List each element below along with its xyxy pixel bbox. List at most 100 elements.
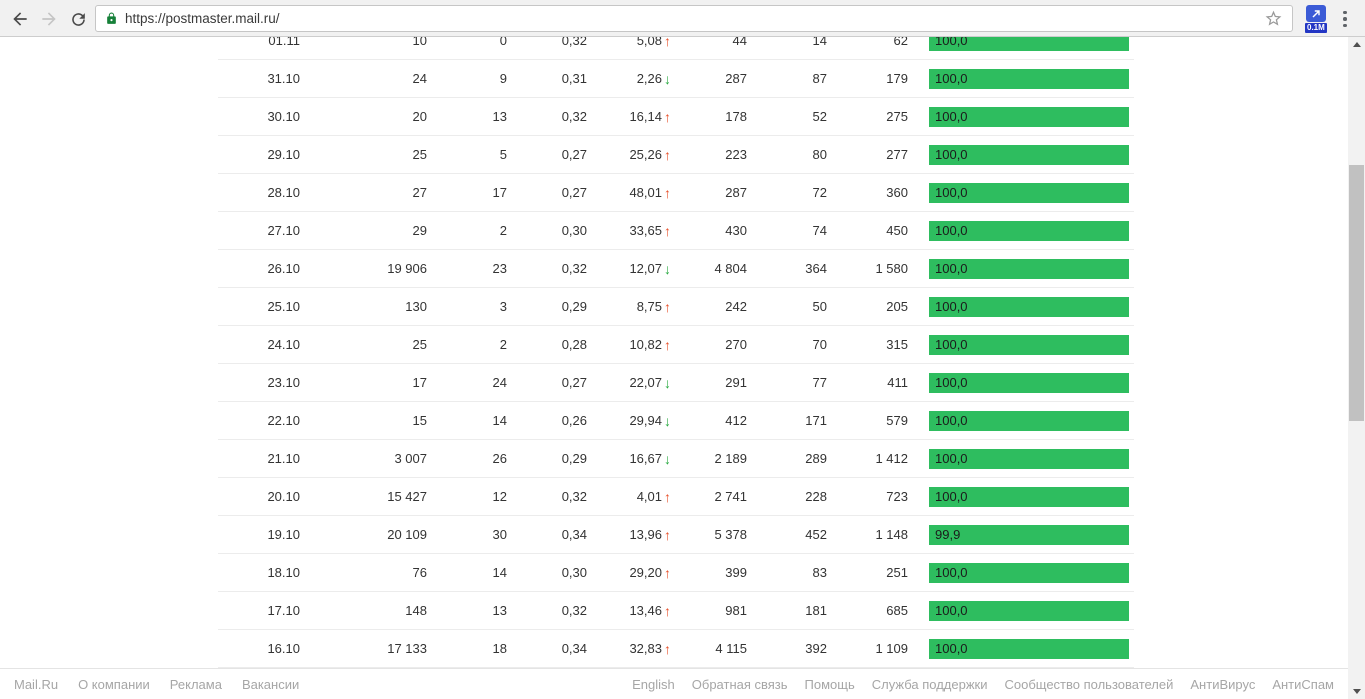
cell-value-7: 360 xyxy=(886,185,908,200)
browser-menu-icon[interactable] xyxy=(1335,8,1355,30)
footer-link[interactable]: О компании xyxy=(78,676,150,692)
footer-link[interactable]: Помощь xyxy=(804,676,855,692)
cell-value-7: 1 148 xyxy=(875,527,908,542)
cell-value-2: 2 xyxy=(499,223,507,238)
cell-value-7: 205 xyxy=(886,299,908,314)
footer: Mail.Ru О компании Реклама Вакансии English… xyxy=(0,668,1348,699)
progress-bar: 100,0 xyxy=(929,144,1129,165)
cell-percent: 29,20 xyxy=(629,565,662,580)
footer-link[interactable]: English xyxy=(632,676,675,692)
cell-percent: 48,01 xyxy=(629,185,662,200)
progress-bar: 100,0 xyxy=(929,638,1129,659)
progress-bar: 100,0 xyxy=(929,220,1129,241)
extension-badge: 0.1M xyxy=(1305,23,1327,33)
trend-arrow-icon: ↓ xyxy=(664,260,671,277)
cell-value-6: 52 xyxy=(812,109,827,124)
bookmark-star-icon[interactable] xyxy=(1264,9,1283,28)
progress-bar-fill: 100,0 xyxy=(929,182,1129,203)
cell-value-7: 1 109 xyxy=(875,641,908,656)
cell-value-3: 0,32 xyxy=(561,109,587,124)
trend-arrow-icon: ↑ xyxy=(664,526,671,543)
progress-bar: 99,9 xyxy=(929,524,1129,545)
forward-button[interactable] xyxy=(38,8,60,30)
cell-date: 26.10 xyxy=(267,261,300,276)
cell-value-5: 178 xyxy=(725,109,747,124)
cell-value-1: 76 xyxy=(412,565,427,580)
extension-button[interactable]: 0.1M xyxy=(1305,5,1327,33)
cell-value-3: 0,30 xyxy=(561,223,587,238)
cell-percent: 16,14 xyxy=(629,109,662,124)
cell-date: 16.10 xyxy=(267,641,300,656)
url-text[interactable]: https://postmaster.mail.ru/ xyxy=(125,11,280,26)
cell-value-6: 452 xyxy=(805,527,827,542)
cell-value-1: 27 xyxy=(412,185,427,200)
trend-arrow-icon: ↑ xyxy=(664,108,671,125)
table-row: 26.10 19 906 23 0,32 12,07 ↓ 4 804 364 1… xyxy=(218,250,1134,288)
table-row: 01.11 10 0 0,32 5,08 ↑ 44 14 62 100,0 xyxy=(218,37,1134,60)
progress-bar-fill: 100,0 xyxy=(929,486,1129,507)
footer-link[interactable]: Служба поддержки xyxy=(871,676,988,692)
cell-date: 29.10 xyxy=(267,147,300,162)
page-content: 01.11 10 0 0,32 5,08 ↑ 44 14 62 100,0 31… xyxy=(0,37,1348,668)
cell-percent: 2,26 xyxy=(636,71,662,86)
scroll-down-arrow-icon[interactable] xyxy=(1348,684,1365,699)
cell-percent: 5,08 xyxy=(636,37,662,48)
cell-value-6: 289 xyxy=(805,451,827,466)
cell-value-2: 14 xyxy=(492,413,507,428)
address-bar[interactable]: https://postmaster.mail.ru/ xyxy=(95,5,1293,32)
cell-value-1: 15 427 xyxy=(387,489,427,504)
trend-arrow-icon: ↑ xyxy=(664,640,671,657)
cell-value-2: 0 xyxy=(499,37,507,48)
scrollbar-thumb[interactable] xyxy=(1349,165,1364,421)
cell-value-1: 24 xyxy=(412,71,427,86)
cell-value-1: 25 xyxy=(412,337,427,352)
cell-value-6: 171 xyxy=(805,413,827,428)
cell-date: 28.10 xyxy=(267,185,300,200)
progress-bar-fill: 100,0 xyxy=(929,334,1129,355)
footer-link[interactable]: Реклама xyxy=(169,676,222,692)
back-button[interactable] xyxy=(9,8,31,30)
cell-value-1: 15 xyxy=(412,413,427,428)
trend-arrow-icon: ↑ xyxy=(664,146,671,163)
cell-value-5: 4 115 xyxy=(715,641,747,656)
footer-link[interactable]: АнтиВирус xyxy=(1190,676,1256,692)
cell-value-7: 685 xyxy=(886,603,908,618)
reload-button[interactable] xyxy=(67,8,89,30)
progress-bar-fill: 100,0 xyxy=(929,220,1129,241)
footer-link[interactable]: Mail.Ru xyxy=(14,676,59,692)
cell-percent: 4,01 xyxy=(636,489,662,504)
cell-date: 17.10 xyxy=(267,603,300,618)
footer-link[interactable]: Обратная связь xyxy=(691,676,788,692)
cell-date: 31.10 xyxy=(267,71,300,86)
progress-bar-fill: 100,0 xyxy=(929,638,1129,659)
progress-bar: 100,0 xyxy=(929,68,1129,89)
footer-link[interactable]: Сообщество пользователей xyxy=(1004,676,1174,692)
scroll-up-arrow-icon[interactable] xyxy=(1348,37,1365,52)
cell-value-6: 181 xyxy=(805,603,827,618)
cell-value-3: 0,30 xyxy=(561,565,587,580)
cell-value-5: 2 741 xyxy=(714,489,747,504)
cell-value-3: 0,34 xyxy=(561,641,587,656)
cell-value-1: 17 xyxy=(412,375,427,390)
cell-value-6: 83 xyxy=(812,565,827,580)
table-row: 22.10 15 14 0,26 29,94 ↓ 412 171 579 100… xyxy=(218,402,1134,440)
cell-percent: 22,07 xyxy=(629,375,662,390)
secure-lock-icon xyxy=(107,12,116,24)
cell-value-7: 1 580 xyxy=(875,261,908,276)
table-row: 18.10 76 14 0,30 29,20 ↑ 399 83 251 100,… xyxy=(218,554,1134,592)
cell-value-3: 0,27 xyxy=(561,147,587,162)
table-row: 31.10 24 9 0,31 2,26 ↓ 287 87 179 100,0 xyxy=(218,60,1134,98)
forward-arrow-icon xyxy=(42,12,56,26)
cell-value-2: 14 xyxy=(492,565,507,580)
cell-value-6: 80 xyxy=(812,147,827,162)
footer-link[interactable]: Вакансии xyxy=(241,676,300,692)
back-arrow-icon xyxy=(13,12,27,26)
table-row: 20.10 15 427 12 0,32 4,01 ↑ 2 741 228 72… xyxy=(218,478,1134,516)
cell-value-3: 0,28 xyxy=(561,337,587,352)
vertical-scrollbar[interactable] xyxy=(1348,37,1365,699)
cell-value-1: 19 906 xyxy=(387,261,427,276)
footer-link[interactable]: АнтиСпам xyxy=(1272,676,1334,692)
cell-value-6: 72 xyxy=(812,185,827,200)
progress-bar-fill: 100,0 xyxy=(929,68,1129,89)
cell-value-5: 287 xyxy=(725,185,747,200)
